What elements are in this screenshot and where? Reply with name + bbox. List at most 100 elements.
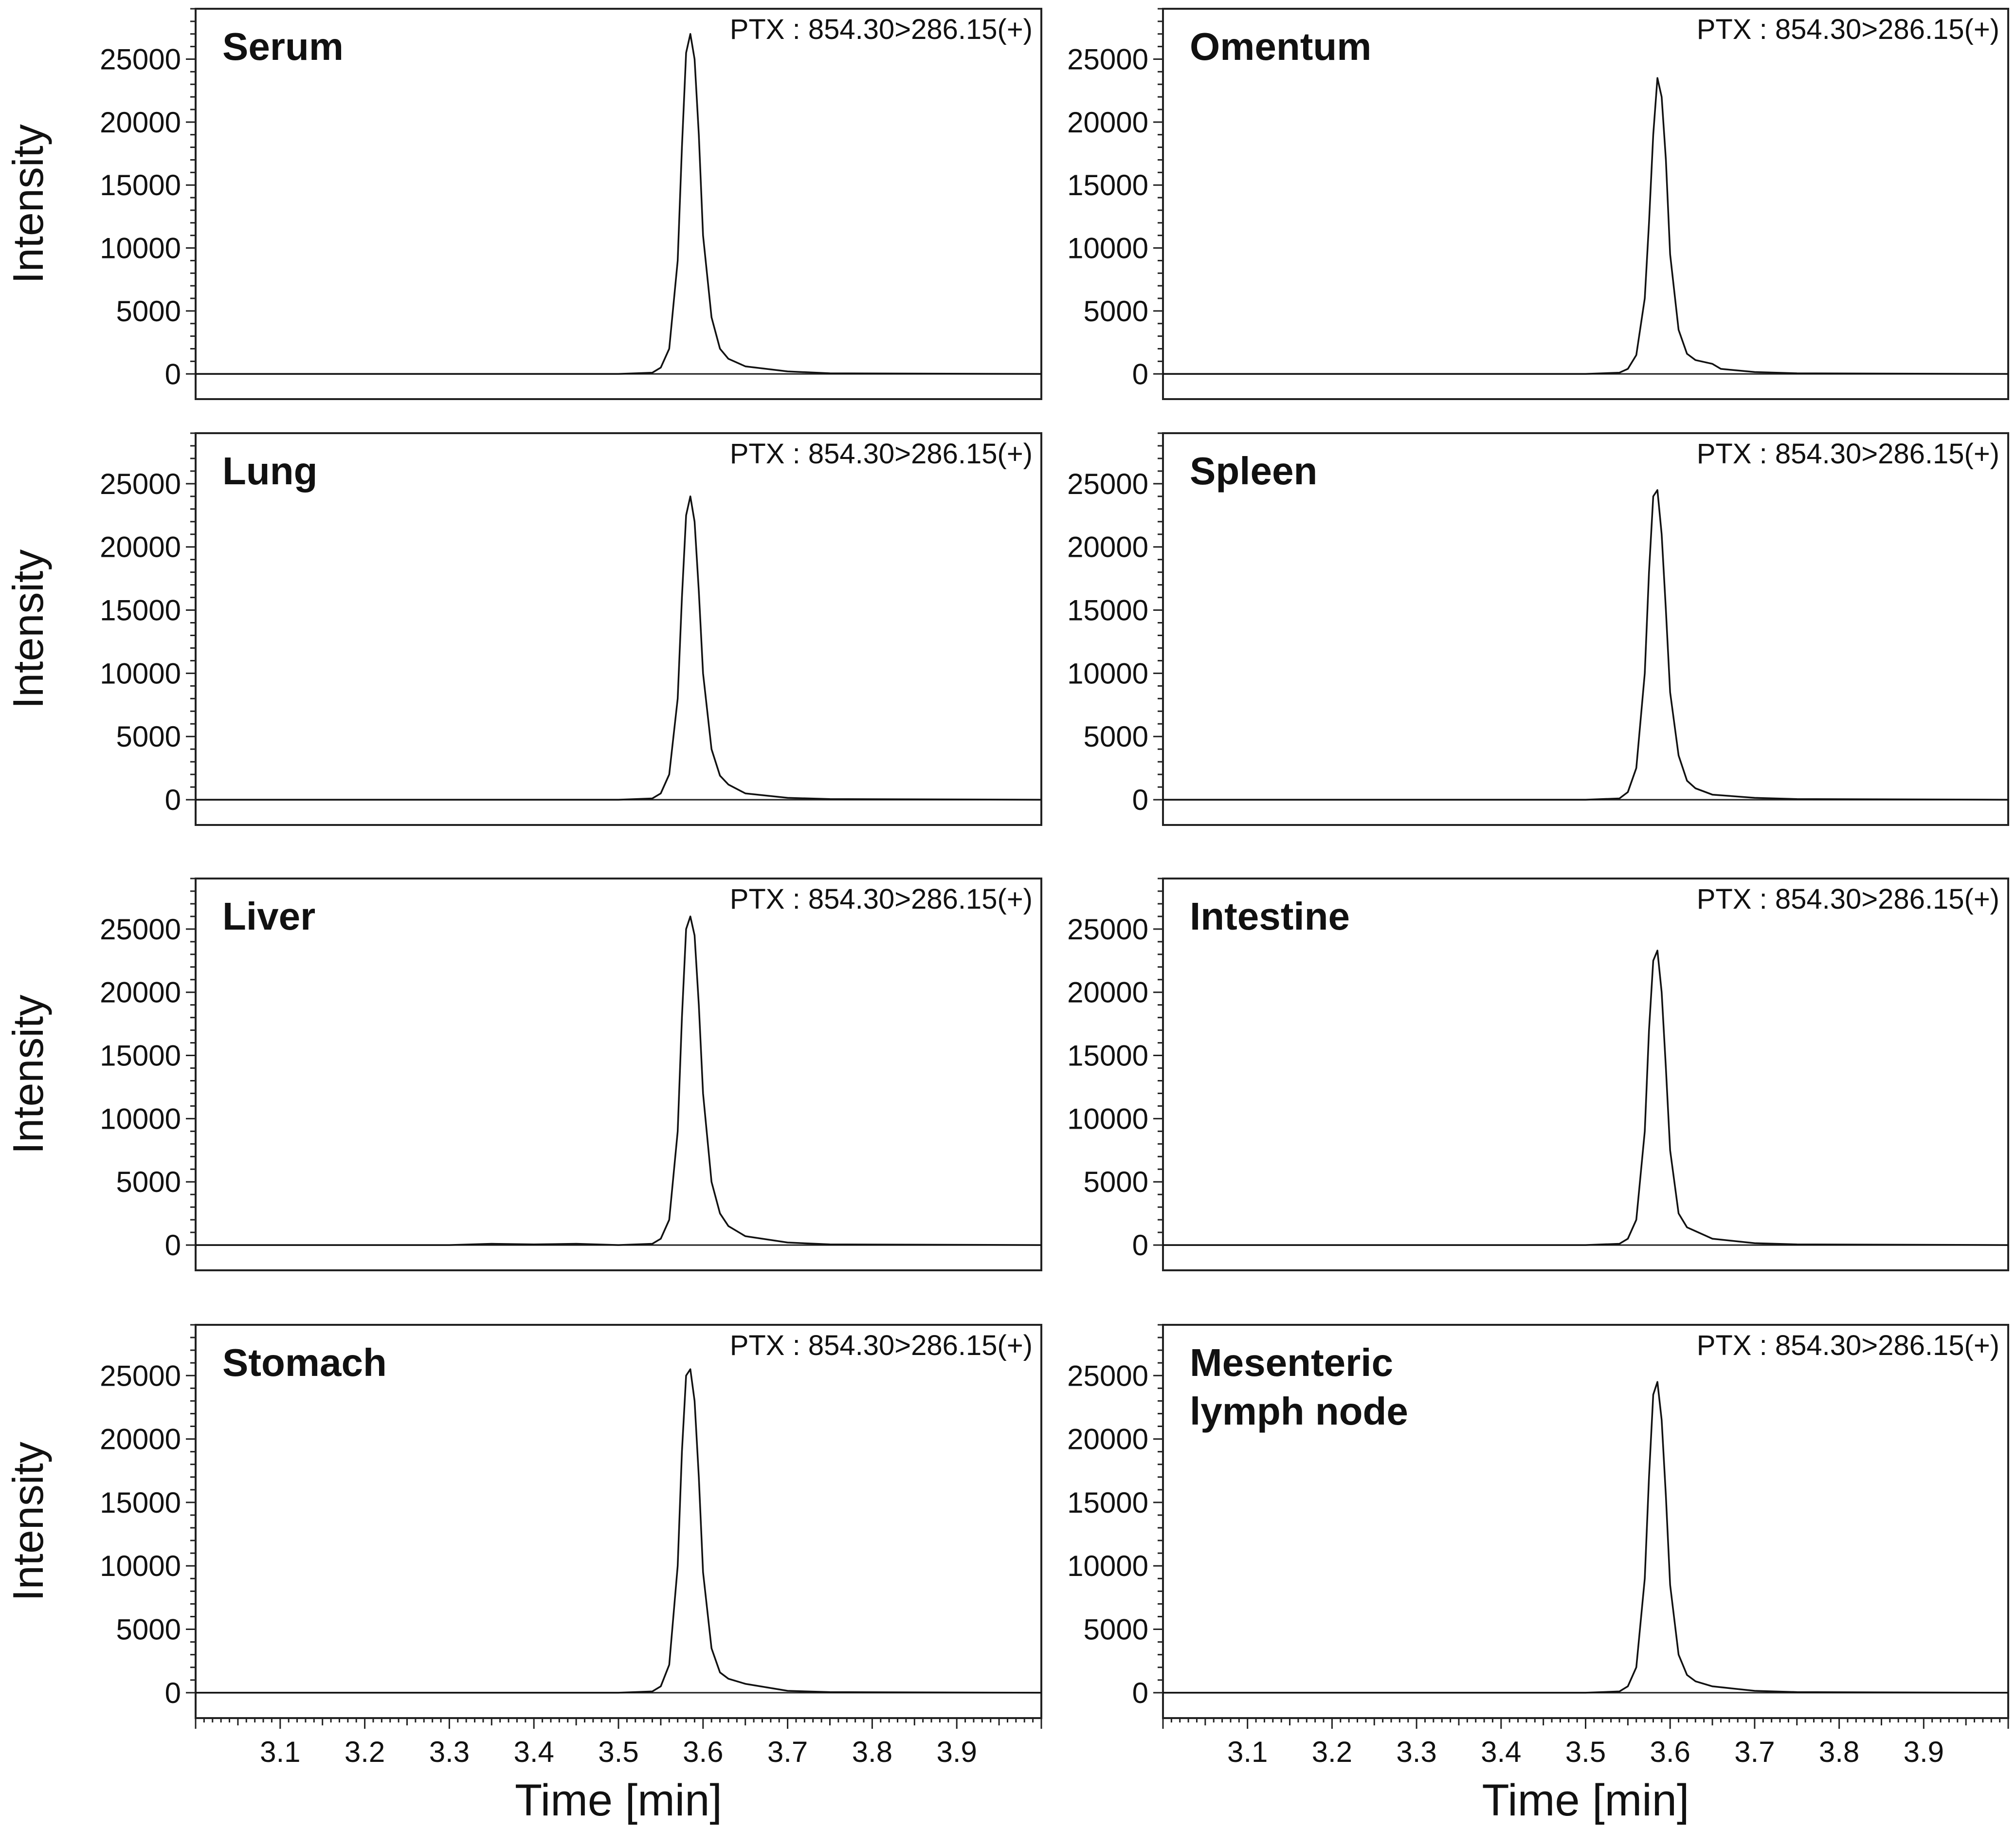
plot-frame [1162, 878, 2009, 1271]
y-tick-label: 5000 [1084, 1613, 1148, 1646]
x-tick-label: 3.1 [1227, 1736, 1268, 1768]
panel-title: Serum [222, 25, 344, 68]
chromatogram-trace [1163, 1381, 2009, 1694]
x-tick-label: 3.5 [598, 1736, 638, 1768]
y-tick-label: 25000 [1067, 43, 1148, 75]
y-tick-label: 20000 [1067, 976, 1148, 1009]
plot-frame [195, 878, 1042, 1271]
panel-title: lymph node [1190, 1390, 1408, 1433]
chart-panel-5: 0 5000 10000 15000 20000 25000 Intestine PTX : … [1067, 878, 2009, 1271]
x-axis-label: Time [min] [1482, 1776, 1689, 1825]
y-tick-label: 0 [165, 358, 181, 390]
x-tick-label: 3.9 [1904, 1736, 1944, 1768]
panel-title: Omentum [1190, 25, 1371, 68]
x-tick-label: 3.3 [429, 1736, 470, 1768]
transition-annotation: PTX : 854.30>286.15(+) [1697, 438, 1999, 470]
y-tick-label: 20000 [1067, 531, 1148, 564]
chart-panel-7: 0 5000 10000 15000 20000 25000 3.1 3.2 3.3 3.4 3.5… [1067, 1324, 2009, 1825]
x-tick-label: 3.9 [936, 1736, 977, 1768]
chart-panel-1: 0 5000 10000 15000 20000 25000 Omentum PTX : 85… [1067, 8, 2009, 400]
y-tick-label: 0 [165, 1229, 181, 1262]
plot-frame [1162, 432, 2009, 826]
y-tick-label: 15000 [1067, 169, 1148, 201]
y-tick-label: 20000 [100, 976, 181, 1009]
y-tick-label: 15000 [1067, 594, 1148, 627]
y-tick-label: 5000 [1084, 1166, 1148, 1198]
y-tick-label: 10000 [1067, 1102, 1148, 1135]
x-tick-label: 3.7 [767, 1736, 808, 1768]
transition-annotation: PTX : 854.30>286.15(+) [730, 1330, 1033, 1361]
plot-frame [1162, 8, 2009, 400]
chromatogram-trace [196, 495, 1042, 801]
y-tick-label: 25000 [1067, 913, 1148, 946]
panel-title: Mesenteric [1190, 1341, 1393, 1384]
y-tick-label: 15000 [100, 594, 181, 627]
y-axis-label: Intensity [4, 124, 52, 284]
chart-panel-0: 0 5000 10000 15000 20000 25000 Intensity Serum P… [4, 8, 1042, 400]
y-tick-label: 20000 [1067, 106, 1148, 139]
y-tick-label: 5000 [116, 295, 181, 328]
y-axis-label: Intensity [4, 549, 52, 709]
y-tick-label: 10000 [1067, 232, 1148, 265]
x-tick-label: 3.3 [1396, 1736, 1436, 1768]
y-tick-label: 0 [1132, 358, 1148, 390]
chart-panel-3: 0 5000 10000 15000 20000 25000 Spleen PTX : 854… [1067, 432, 2009, 826]
y-tick-label: 0 [165, 784, 181, 816]
chromatogram-trace [196, 1368, 1042, 1694]
y-tick-label: 5000 [116, 720, 181, 753]
y-tick-label: 10000 [100, 657, 181, 690]
x-tick-label: 3.7 [1734, 1736, 1775, 1768]
x-tick-label: 3.4 [513, 1736, 554, 1768]
y-tick-label: 0 [1132, 784, 1148, 816]
chart-panel-4: 0 5000 10000 15000 20000 25000 Intensity Liver P… [4, 878, 1042, 1271]
x-tick-label: 3.2 [1312, 1736, 1352, 1768]
transition-annotation: PTX : 854.30>286.15(+) [730, 14, 1033, 45]
y-tick-label: 25000 [100, 468, 181, 500]
y-tick-label: 0 [1132, 1229, 1148, 1262]
chromatogram-trace [1163, 77, 2009, 375]
chart-panel-2: 0 5000 10000 15000 20000 25000 Intensity Lung PT… [4, 432, 1042, 826]
chromatogram-trace [1163, 489, 2009, 801]
x-tick-label: 3.4 [1481, 1736, 1521, 1768]
y-tick-label: 0 [165, 1677, 181, 1709]
transition-annotation: PTX : 854.30>286.15(+) [730, 883, 1033, 915]
chromatogram-trace [196, 916, 1042, 1246]
x-tick-label: 3.1 [260, 1736, 300, 1768]
x-tick-label: 3.8 [852, 1736, 892, 1768]
x-tick-label: 3.5 [1565, 1736, 1606, 1768]
x-tick-label: 3.8 [1819, 1736, 1859, 1768]
y-tick-label: 25000 [1067, 468, 1148, 500]
y-tick-label: 20000 [1067, 1423, 1148, 1456]
y-tick-label: 5000 [116, 1613, 181, 1646]
y-tick-label: 5000 [1084, 295, 1148, 328]
chromatogram-trace [196, 33, 1042, 375]
y-tick-label: 25000 [100, 1359, 181, 1392]
plot-frame [195, 432, 1042, 826]
x-axis-label: Time [min] [515, 1776, 722, 1825]
transition-annotation: PTX : 854.30>286.15(+) [730, 438, 1033, 470]
transition-annotation: PTX : 854.30>286.15(+) [1697, 1330, 1999, 1361]
y-tick-label: 20000 [100, 1423, 181, 1456]
y-axis-label: Intensity [4, 995, 52, 1154]
y-tick-label: 25000 [1067, 1359, 1148, 1392]
panel-title: Spleen [1190, 449, 1317, 493]
x-tick-label: 3.6 [1650, 1736, 1690, 1768]
y-tick-label: 10000 [1067, 657, 1148, 690]
y-tick-label: 5000 [116, 1166, 181, 1198]
y-tick-label: 15000 [1067, 1040, 1148, 1072]
plot-frame [195, 8, 1042, 400]
transition-annotation: PTX : 854.30>286.15(+) [1697, 883, 1999, 915]
y-tick-label: 5000 [1084, 720, 1148, 753]
y-tick-label: 10000 [100, 1550, 181, 1582]
x-tick-label: 3.6 [683, 1736, 723, 1768]
y-tick-label: 20000 [100, 106, 181, 139]
y-tick-label: 15000 [100, 1486, 181, 1519]
y-tick-label: 20000 [100, 531, 181, 564]
y-axis-label: Intensity [4, 1442, 52, 1601]
panel-title: Stomach [222, 1341, 387, 1384]
y-tick-label: 10000 [1067, 1550, 1148, 1582]
transition-annotation: PTX : 854.30>286.15(+) [1697, 14, 1999, 45]
chromatogram-trace [1163, 950, 2009, 1246]
y-tick-label: 15000 [100, 1040, 181, 1072]
